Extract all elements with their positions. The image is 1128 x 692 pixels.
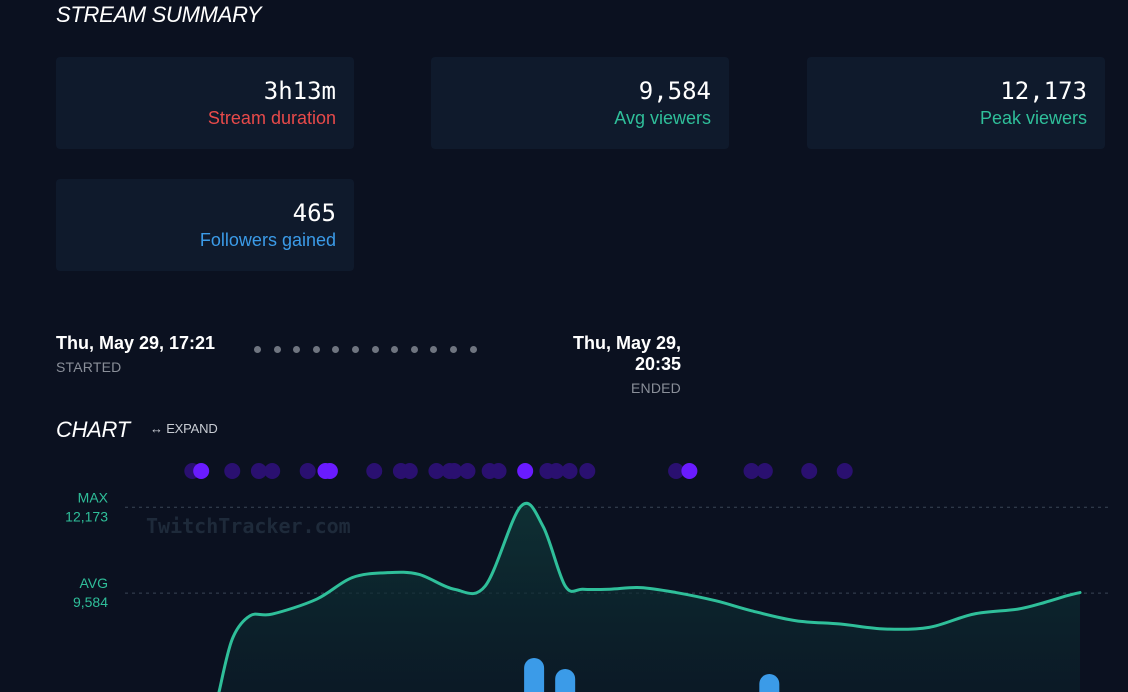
stat-value: 9,584 [638,77,711,105]
start-label: STARTED [56,359,122,375]
stream-end: Thu, May 29, 20:35 ENDED [522,333,681,396]
event-marker[interactable] [561,463,578,479]
stat-value: 3h13m [263,77,336,105]
event-marker[interactable] [836,463,853,479]
viewers-area [219,503,1080,692]
event-bar[interactable] [524,658,545,692]
start-time: Thu, May 29, 17:21 [56,333,216,353]
event-marker[interactable] [459,463,476,479]
event-markers [184,463,853,479]
event-marker[interactable] [366,463,383,479]
stat-card-followers: 465 Followers gained [56,179,354,271]
event-marker[interactable] [681,463,698,479]
end-time: Thu, May 29, 20:35 [572,333,681,374]
event-marker[interactable] [490,463,507,479]
ref-value-max: 12,173 [65,508,108,524]
event-marker[interactable] [193,463,210,479]
event-bar[interactable] [759,674,780,692]
watermark-text: TwitchTracker.com [146,514,351,538]
expand-button[interactable]: ↔ EXPAND [150,421,218,436]
ref-name-max: MAX [78,489,109,505]
ref-name-avg: AVG [79,575,108,591]
stat-label: Stream duration [207,108,336,128]
stat-card-peak-viewers: 12,173 Peak viewers [807,57,1105,149]
stat-label: Followers gained [199,230,336,250]
end-label: ENDED [630,380,681,396]
event-bar[interactable] [555,669,576,692]
event-marker[interactable] [801,463,818,479]
event-marker[interactable] [668,463,685,479]
event-marker[interactable] [446,463,463,479]
viewer-chart: TwitchTracker.com MAX 12,173 AVG 9,584 [65,463,1110,692]
event-marker[interactable] [401,463,418,479]
stat-value: 12,173 [1000,77,1087,105]
event-marker[interactable] [428,463,445,479]
event-marker[interactable] [264,463,281,479]
stat-label: Avg viewers [614,108,711,128]
event-marker[interactable] [250,463,267,479]
stat-card-avg-viewers: 9,584 Avg viewers [431,57,729,149]
event-marker[interactable] [299,463,316,479]
event-marker[interactable] [579,463,596,479]
stream-summary-title: STREAM SUMMARY [56,2,262,27]
stat-value: 465 [292,199,336,227]
stream-start: Thu, May 29, 17:21 STARTED [56,333,215,375]
event-marker[interactable] [743,463,760,479]
event-marker[interactable] [756,463,773,479]
stat-card-duration: 3h13m Stream duration [56,57,354,149]
event-bars [524,658,780,692]
stat-label: Peak viewers [979,108,1087,128]
timeline-dots [254,346,477,353]
event-marker[interactable] [321,463,338,479]
event-marker[interactable] [548,463,565,479]
event-marker[interactable] [517,463,534,479]
ref-value-avg: 9,584 [73,594,108,610]
chart-title: CHART [56,417,130,442]
viewers-line [217,501,1082,692]
event-marker[interactable] [224,463,241,479]
